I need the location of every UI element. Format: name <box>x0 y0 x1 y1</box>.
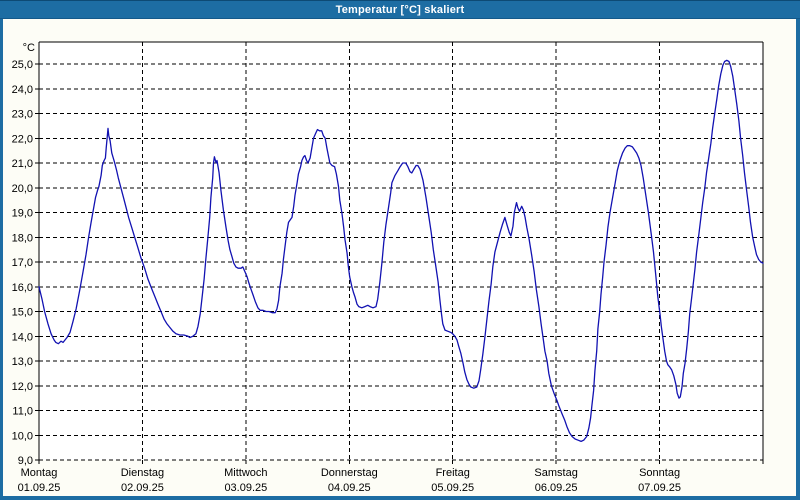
y-axis-label: 17,0 <box>12 257 33 269</box>
x-axis-day-label: Donnerstag <box>321 467 378 479</box>
y-axis-label: 14,0 <box>12 331 33 343</box>
y-axis-label: 12,0 <box>12 381 33 393</box>
x-axis-day-label: Sonntag <box>639 467 680 479</box>
y-axis-label: 23,0 <box>12 109 33 121</box>
plot-background <box>39 42 763 460</box>
y-axis-label: 15,0 <box>12 307 33 319</box>
y-axis-label: 25,0 <box>12 59 33 71</box>
window-title: Temperatur [°C] skaliert <box>335 3 465 16</box>
x-axis-day-label: Mittwoch <box>224 467 267 479</box>
y-axis-label: 18,0 <box>12 232 33 244</box>
y-axis-label: 22,0 <box>12 133 33 145</box>
y-axis-label: 19,0 <box>12 208 33 220</box>
y-axis-label: 10,0 <box>12 430 33 442</box>
x-axis-date-label: 07.09.25 <box>638 482 681 494</box>
x-axis-day-label: Dienstag <box>121 467 164 479</box>
y-axis-label: 13,0 <box>12 356 33 368</box>
y-axis-unit-label: °C <box>23 42 35 54</box>
y-axis-label: 20,0 <box>12 183 33 195</box>
x-axis-date-label: 05.09.25 <box>431 482 474 494</box>
x-axis-day-label: Montag <box>21 467 58 479</box>
x-axis-date-label: 02.09.25 <box>121 482 164 494</box>
y-axis-label: 24,0 <box>12 84 33 96</box>
x-axis-day-label: Freitag <box>436 467 470 479</box>
x-axis-date-label: 03.09.25 <box>224 482 267 494</box>
temperature-line <box>38 59 764 443</box>
title-bar: Temperatur [°C] skaliert <box>0 0 800 19</box>
y-axis-label: 11,0 <box>12 406 33 418</box>
x-axis-day-label: Samstag <box>534 467 577 479</box>
y-axis-label: 9,0 <box>18 455 33 467</box>
x-axis-date-label: 01.09.25 <box>18 482 61 494</box>
x-axis-date-label: 04.09.25 <box>328 482 371 494</box>
x-axis-date-label: 06.09.25 <box>535 482 578 494</box>
y-axis-label: 21,0 <box>12 158 33 170</box>
y-axis-label: 16,0 <box>12 282 33 294</box>
